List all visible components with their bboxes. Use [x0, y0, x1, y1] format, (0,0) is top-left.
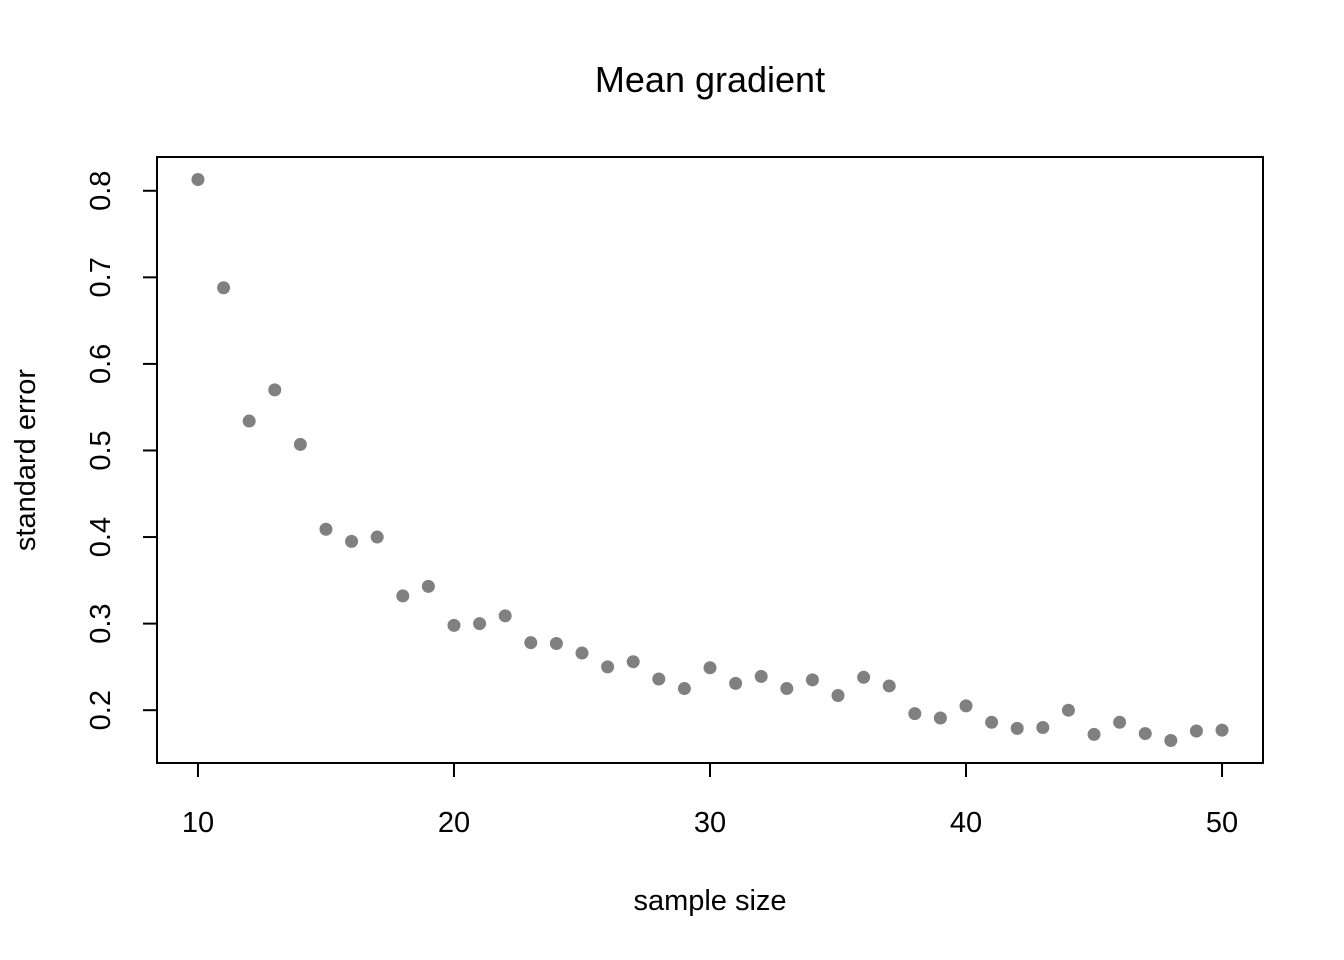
y-axis: 0.2 0.3 0.4 0.5 0.6 0.7 0.8: [85, 171, 158, 730]
data-point: [908, 707, 922, 721]
data-point: [933, 711, 947, 725]
chart-title: Mean gradient: [595, 59, 825, 100]
data-point: [1036, 721, 1050, 735]
data-point: [421, 579, 435, 593]
data-point: [217, 281, 231, 295]
data-point: [319, 522, 333, 536]
data-point: [652, 672, 666, 686]
y-axis-label: standard error: [10, 369, 42, 551]
data-point: [703, 661, 717, 675]
y-tick-label: 0.3: [85, 603, 117, 643]
data-point: [626, 655, 640, 669]
data-point: [498, 609, 512, 623]
data-point: [959, 699, 973, 713]
y-tick-label: 0.6: [85, 344, 117, 384]
y-tick-label: 0.4: [85, 517, 117, 557]
x-tick-label: 50: [1206, 807, 1238, 839]
data-point: [473, 617, 487, 631]
y-tick-label: 0.8: [85, 171, 117, 211]
data-point: [268, 383, 282, 397]
data-point: [831, 688, 845, 702]
data-point: [191, 173, 205, 187]
data-point: [882, 679, 896, 693]
data-point: [857, 670, 871, 684]
data-point: [985, 715, 999, 729]
data-point: [729, 676, 743, 690]
data-point: [601, 660, 615, 674]
data-point: [549, 637, 563, 651]
data-point: [1087, 727, 1101, 741]
data-point: [1215, 723, 1229, 737]
data-point: [242, 414, 256, 428]
data-point: [677, 682, 691, 696]
y-tick-label: 0.2: [85, 690, 117, 730]
data-point: [1010, 721, 1024, 735]
data-point: [805, 673, 819, 687]
data-point: [370, 530, 384, 544]
data-point: [524, 636, 538, 650]
y-tick-label: 0.7: [85, 257, 117, 297]
data-points: [191, 173, 1229, 747]
data-point: [396, 589, 410, 603]
data-point: [1138, 727, 1152, 741]
data-point: [1189, 724, 1203, 738]
data-point: [293, 437, 307, 451]
data-point: [575, 646, 589, 660]
x-tick-label: 10: [182, 807, 214, 839]
data-point: [780, 682, 794, 696]
data-point: [345, 534, 359, 548]
data-point: [1113, 715, 1127, 729]
x-tick-label: 30: [694, 807, 726, 839]
x-tick-label: 20: [438, 807, 470, 839]
data-point: [447, 618, 461, 632]
data-point: [754, 669, 768, 683]
x-tick-label: 40: [950, 807, 982, 839]
x-axis-label: sample size: [633, 885, 786, 917]
data-point: [1164, 733, 1178, 747]
x-axis: 10 20 30 40 50: [182, 762, 1238, 839]
y-tick-label: 0.5: [85, 430, 117, 470]
data-point: [1061, 703, 1075, 717]
